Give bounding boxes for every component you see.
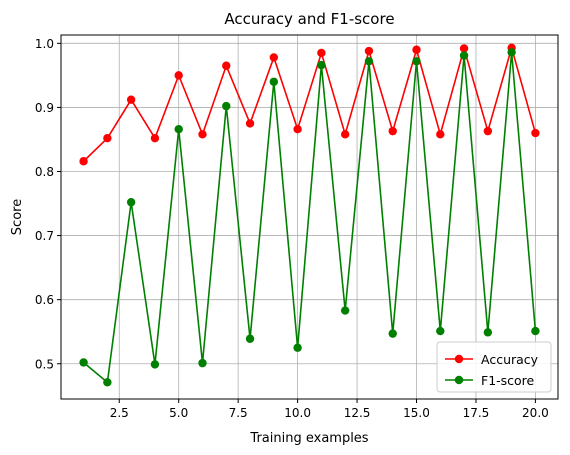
accuracy-point xyxy=(341,130,349,138)
f1-score-point xyxy=(151,360,159,368)
f1-score-point xyxy=(293,344,301,352)
f1-score-point xyxy=(222,102,230,110)
x-tick-label: 2.5 xyxy=(110,406,129,420)
y-tick-label: 0.9 xyxy=(35,101,54,115)
accuracy-point xyxy=(127,96,135,104)
f1-score-point xyxy=(175,125,183,133)
accuracy-point xyxy=(365,47,373,55)
f1-score-point xyxy=(531,327,539,335)
x-tick-label: 12.5 xyxy=(344,406,371,420)
accuracy-point xyxy=(198,130,206,138)
accuracy-point xyxy=(246,119,254,127)
x-tick-label: 7.5 xyxy=(229,406,248,420)
accuracy-point xyxy=(293,125,301,133)
accuracy-point xyxy=(389,127,397,135)
f1-score-point xyxy=(270,78,278,86)
accuracy-point xyxy=(317,49,325,57)
x-axis-label: Training examples xyxy=(249,431,368,446)
y-tick-label: 1.0 xyxy=(35,37,54,51)
f1-score-point xyxy=(507,48,515,56)
series-layer xyxy=(79,44,539,387)
f1-score-point xyxy=(484,328,492,336)
f1-score-point xyxy=(103,378,111,386)
f1-score-point xyxy=(198,359,206,367)
y-tick-label: 0.7 xyxy=(35,229,54,243)
y-tick-label: 0.6 xyxy=(35,293,54,307)
accuracy-point xyxy=(412,46,420,54)
f1-score-line xyxy=(84,52,536,382)
accuracy-point xyxy=(79,157,87,165)
y-tick-label: 0.5 xyxy=(35,357,54,371)
accuracy-point xyxy=(151,134,159,142)
f1-score-point xyxy=(389,329,397,337)
x-tick-label: 10.0 xyxy=(284,406,311,420)
legend-accuracy-marker xyxy=(455,355,463,363)
accuracy-point xyxy=(270,53,278,61)
x-tick-label: 5.0 xyxy=(169,406,188,420)
f1-score-point xyxy=(246,335,254,343)
f1-score-point xyxy=(127,198,135,206)
accuracy-point xyxy=(484,127,492,135)
f1-score-point xyxy=(317,61,325,69)
f1-score-point xyxy=(365,57,373,65)
accuracy-point xyxy=(222,62,230,70)
f1-score-point xyxy=(341,306,349,314)
legend: Accuracy F1-score xyxy=(437,342,551,392)
y-axis-label: Score xyxy=(10,199,25,235)
accuracy-point xyxy=(531,129,539,137)
legend-accuracy-label: Accuracy xyxy=(481,352,539,367)
x-tick-label: 20.0 xyxy=(522,406,549,420)
legend-f1-marker xyxy=(455,376,463,384)
f1-score-point xyxy=(79,358,87,366)
legend-f1-label: F1-score xyxy=(481,373,535,388)
x-tick-label: 15.0 xyxy=(403,406,430,420)
accuracy-point xyxy=(175,71,183,79)
f1-score-point xyxy=(436,327,444,335)
f1-score-point xyxy=(412,57,420,65)
accuracy-point xyxy=(436,130,444,138)
y-tick-label: 0.8 xyxy=(35,165,54,179)
accuracy-point xyxy=(103,134,111,142)
x-tick-label: 17.5 xyxy=(463,406,490,420)
f1-score-point xyxy=(460,51,468,59)
chart-title: Accuracy and F1-score xyxy=(224,10,394,28)
